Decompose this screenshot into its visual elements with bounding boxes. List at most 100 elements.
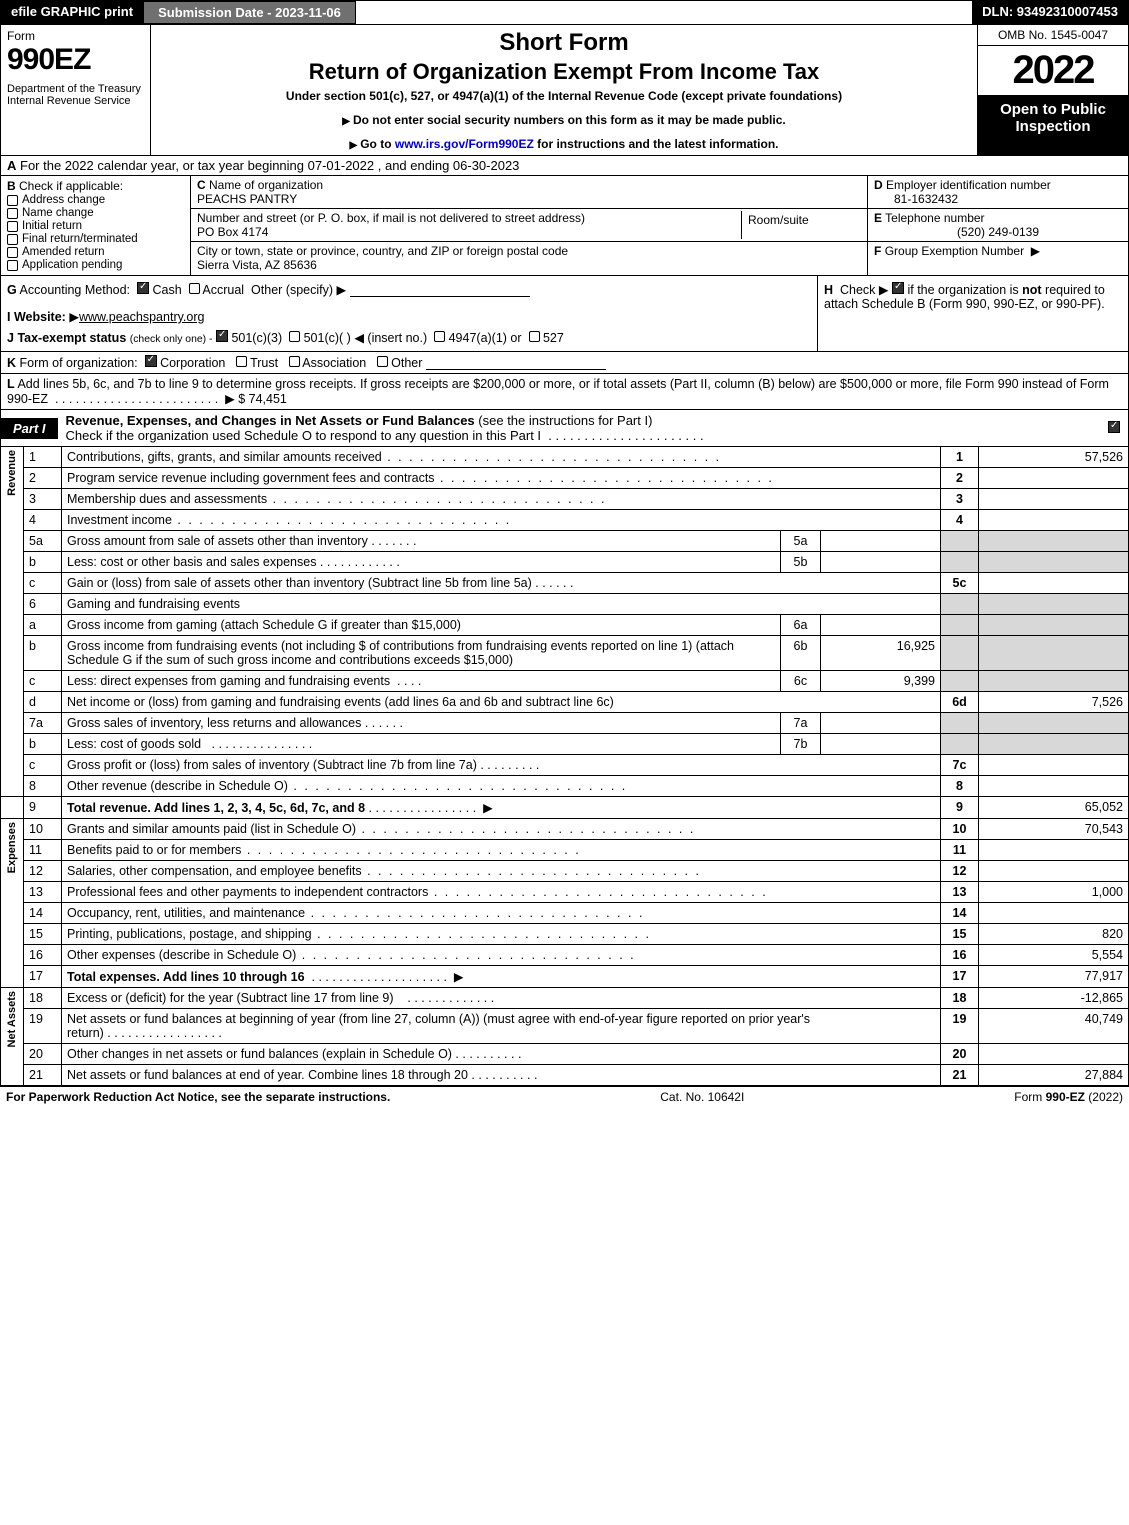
opt-trust: Trust	[250, 356, 278, 370]
chk-501c3[interactable]	[216, 330, 228, 342]
desc-19: Net assets or fund balances at beginning…	[62, 1009, 941, 1044]
subval-7a	[821, 713, 941, 734]
table-row: 15 Printing, publications, postage, and …	[1, 924, 1129, 945]
table-row: b Less: cost of goods sold . . . . . . .…	[1, 734, 1129, 755]
subval-6c: 9,399	[821, 671, 941, 692]
table-row: a Gross income from gaming (attach Sched…	[1, 615, 1129, 636]
department-label: Department of the Treasury Internal Reve…	[7, 83, 144, 107]
chk-not-required[interactable]	[892, 282, 904, 294]
org-name: PEACHS PANTRY	[197, 192, 297, 206]
table-row: 14 Occupancy, rent, utilities, and maint…	[1, 903, 1129, 924]
lineno-3: 3	[24, 489, 62, 510]
lineno-6b: b	[24, 636, 62, 671]
instr-goto: Go to www.irs.gov/Form990EZ for instruct…	[159, 137, 969, 151]
sublabel-5a: 5a	[781, 531, 821, 552]
ein-value: 81-1632432	[874, 192, 958, 206]
chk-527[interactable]	[529, 331, 540, 342]
section-bcdef: B Check if applicable: Address change Na…	[0, 176, 1129, 276]
sublabel-7b: 7b	[781, 734, 821, 755]
revenue-side-label: Revenue	[1, 447, 24, 797]
desc-9: Total revenue. Add lines 1, 2, 3, 4, 5c,…	[62, 797, 941, 819]
form-number: 990EZ	[7, 43, 144, 77]
chk-application-pending[interactable]	[7, 260, 18, 271]
subval-5b	[821, 552, 941, 573]
chk-other-org[interactable]	[377, 356, 388, 367]
c-city-label: City or town, state or province, country…	[197, 244, 568, 258]
desc-6b: Gross income from fundraising events (no…	[62, 636, 781, 671]
rval-11	[979, 840, 1129, 861]
table-row: c Gross profit or (loss) from sales of i…	[1, 755, 1129, 776]
table-row: c Less: direct expenses from gaming and …	[1, 671, 1129, 692]
chk-name-change[interactable]	[7, 208, 18, 219]
chk-initial-return[interactable]	[7, 221, 18, 232]
chk-amended-return[interactable]	[7, 247, 18, 258]
d-label: Employer identification number	[886, 178, 1051, 192]
chk-501c[interactable]	[289, 331, 300, 342]
row-k: K Form of organization: Corporation Trus…	[0, 352, 1129, 374]
part-i-label: Part I	[1, 418, 58, 439]
desc-2: Program service revenue including govern…	[62, 468, 941, 489]
desc-11: Benefits paid to or for members	[62, 840, 941, 861]
title-short-form: Short Form	[159, 29, 969, 57]
chk-final-return[interactable]	[7, 234, 18, 245]
phone-value: (520) 249-0139	[957, 225, 1039, 239]
table-row: 2 Program service revenue including gove…	[1, 468, 1129, 489]
rlabel-6d: 6d	[941, 692, 979, 713]
lineno-10: 10	[24, 819, 62, 840]
lineno-7c: c	[24, 755, 62, 776]
table-row: Net Assets 18 Excess or (deficit) for th…	[1, 988, 1129, 1009]
opt-527: 527	[543, 331, 564, 345]
subtitle: Under section 501(c), 527, or 4947(a)(1)…	[159, 89, 969, 103]
chk-4947[interactable]	[434, 331, 445, 342]
lineno-19: 19	[24, 1009, 62, 1044]
desc-17: Total expenses. Add lines 10 through 16 …	[62, 966, 941, 988]
website-value[interactable]: www.peachspantry.org	[79, 310, 205, 324]
irs-link[interactable]: www.irs.gov/Form990EZ	[395, 137, 534, 151]
lineno-20: 20	[24, 1044, 62, 1065]
c-street-label: Number and street (or P. O. box, if mail…	[197, 211, 585, 225]
rlabel-17: 17	[941, 966, 979, 988]
part-i-check-line: Check if the organization used Schedule …	[66, 428, 542, 443]
header-center: Short Form Return of Organization Exempt…	[151, 25, 978, 155]
chk-association[interactable]	[289, 356, 300, 367]
rlabel-4: 4	[941, 510, 979, 531]
chk-trust[interactable]	[236, 356, 247, 367]
rlabel-13: 13	[941, 882, 979, 903]
desc-5c: Gain or (loss) from sale of assets other…	[62, 573, 941, 594]
col-c: C Name of organization PEACHS PANTRY Num…	[191, 176, 868, 275]
header-left: Form 990EZ Department of the Treasury In…	[1, 25, 151, 155]
desc-18: Excess or (deficit) for the year (Subtra…	[62, 988, 941, 1009]
table-row: 12 Salaries, other compensation, and emp…	[1, 861, 1129, 882]
rev-gap	[1, 797, 24, 819]
table-row: 9 Total revenue. Add lines 1, 2, 3, 4, 5…	[1, 797, 1129, 819]
table-row: 20 Other changes in net assets or fund b…	[1, 1044, 1129, 1065]
lineno-21: 21	[24, 1065, 62, 1086]
h-text2: if the organization is	[907, 283, 1022, 297]
rlabel-5a	[941, 531, 979, 552]
table-row: 6 Gaming and fundraising events	[1, 594, 1129, 615]
table-row: 4 Investment income 4	[1, 510, 1129, 531]
table-row: 17 Total expenses. Add lines 10 through …	[1, 966, 1129, 988]
rlabel-1: 1	[941, 447, 979, 468]
chk-cash[interactable]	[137, 282, 149, 294]
desc-5a: Gross amount from sale of assets other t…	[62, 531, 781, 552]
j-label: Tax-exempt status	[17, 331, 126, 345]
desc-6: Gaming and fundraising events	[62, 594, 941, 615]
rval-9: 65,052	[979, 797, 1129, 819]
rval-16: 5,554	[979, 945, 1129, 966]
h-not: not	[1022, 283, 1041, 297]
page-footer: For Paperwork Reduction Act Notice, see …	[0, 1086, 1129, 1107]
rlabel-12: 12	[941, 861, 979, 882]
chk-address-change[interactable]	[7, 195, 18, 206]
chk-accrual[interactable]	[189, 283, 200, 294]
chk-corporation[interactable]	[145, 355, 157, 367]
opt-insert-no: (insert no.)	[367, 331, 427, 345]
lineno-12: 12	[24, 861, 62, 882]
lineno-14: 14	[24, 903, 62, 924]
rlabel-2: 2	[941, 468, 979, 489]
row-gh: G Accounting Method: Cash Accrual Other …	[0, 276, 1129, 352]
rlabel-5b	[941, 552, 979, 573]
chk-schedule-o[interactable]	[1108, 421, 1120, 433]
rval-7c	[979, 755, 1129, 776]
col-h: H Check ▶ if the organization is not req…	[818, 276, 1128, 351]
